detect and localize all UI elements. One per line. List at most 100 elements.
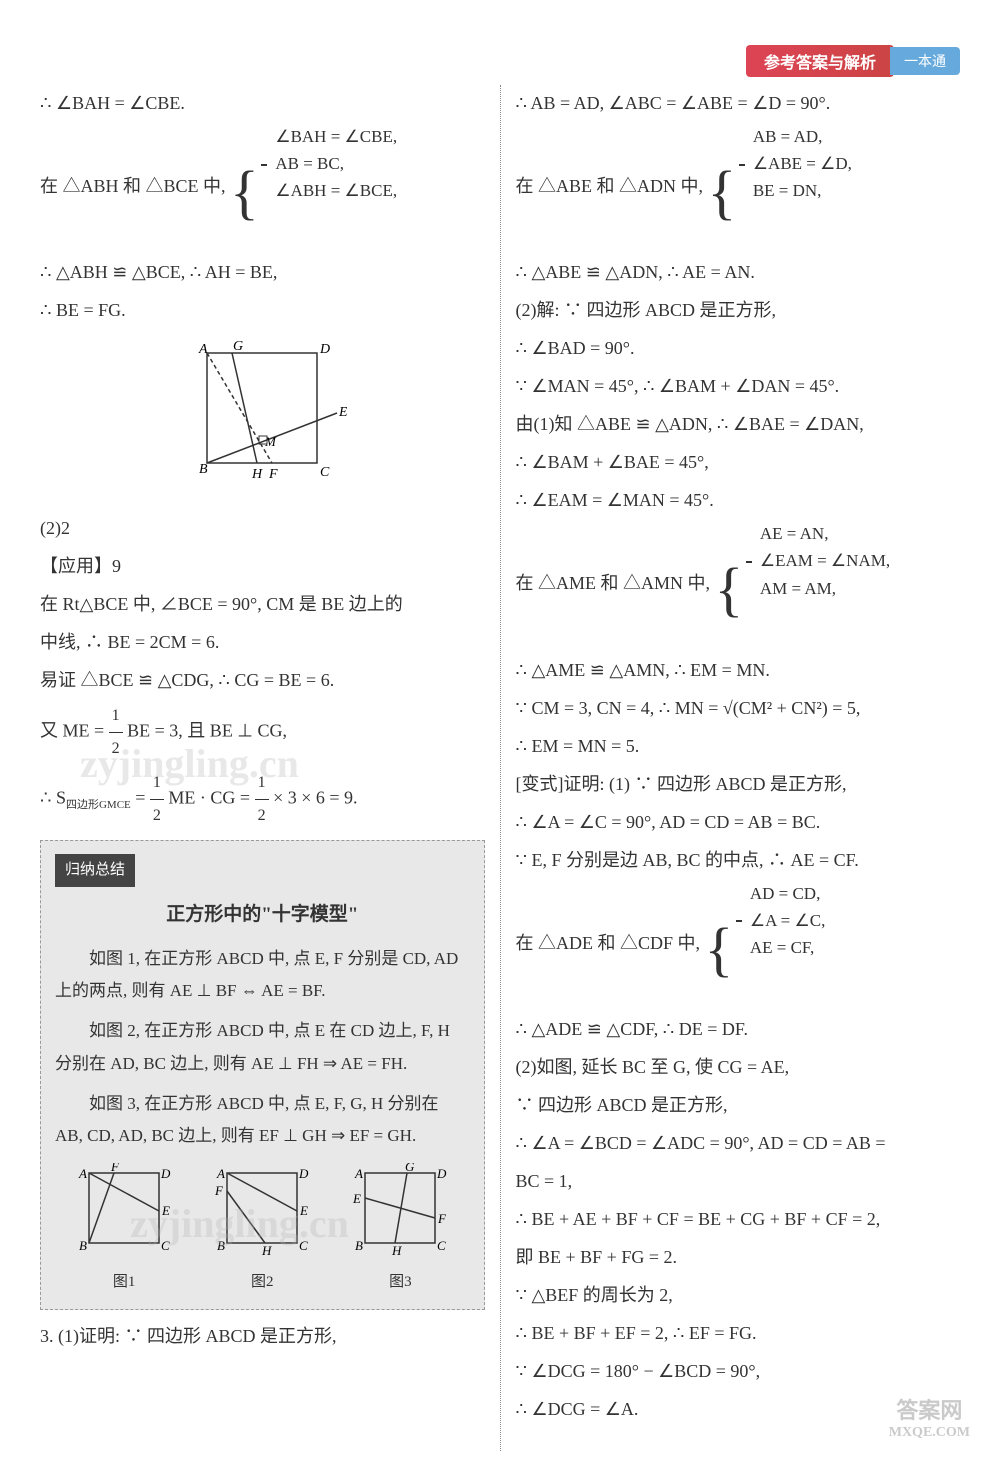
math-line: 中线, ∴ BE = 2CM = 6.: [40, 624, 485, 660]
summary-title: 正方形中的"十字模型": [55, 897, 470, 933]
brace-group: { AE = AN, ∠EAM = ∠NAM, AM = AM,: [715, 520, 891, 649]
summary-box: 归纳总结 正方形中的"十字模型" 如图 1, 在正方形 ABCD 中, 点 E,…: [40, 840, 485, 1309]
corner-line1: 答案网: [889, 1393, 970, 1425]
svg-text:B: B: [355, 1238, 363, 1253]
math-line: [变式]证明: (1) ∵ 四边形 ABCD 是正方形,: [516, 766, 961, 802]
math-line: 在 △ABE 和 △ADN 中, { AB = AD, ∠ABE = ∠D, B…: [516, 123, 961, 252]
math-line: ∴ △ABE ≌ △ADN, ∴ AE = AN.: [516, 254, 961, 290]
math-line: ∵ 四边形 ABCD 是正方形,: [516, 1087, 961, 1123]
brace-row: AD = CD,: [750, 880, 826, 907]
svg-text:C: C: [320, 465, 330, 480]
brace-group: { ∠BAH = ∠CBE, AB = BC, ∠ABH = ∠BCE,: [230, 123, 397, 252]
fig-label: 图3: [345, 1268, 455, 1297]
svg-text:G: G: [233, 339, 243, 354]
svg-text:C: C: [299, 1238, 308, 1253]
brace-row: ∠ABE = ∠D,: [753, 150, 852, 177]
svg-text:E: E: [299, 1203, 308, 1218]
brace-group: { AD = CD, ∠A = ∠C, AE = CF,: [705, 880, 826, 1009]
math-line: 3. (1)证明: ∵ 四边形 ABCD 是正方形,: [40, 1318, 485, 1354]
fraction: 12: [150, 767, 164, 832]
svg-text:B: B: [217, 1238, 225, 1253]
fig-label: 图1: [69, 1268, 179, 1297]
math-line: ∴ BE + AE + BF + CF = BE + CG + BF + CF …: [516, 1201, 961, 1237]
math-line: ∵ CM = 3, CN = 4, ∴ MN = √(CM² + CN²) = …: [516, 690, 961, 726]
svg-text:C: C: [161, 1238, 170, 1253]
summary-tag: 归纳总结: [55, 854, 135, 887]
text: 在 △ABH 和 △BCE 中,: [40, 176, 226, 196]
svg-text:D: D: [160, 1166, 171, 1181]
svg-text:A: A: [78, 1166, 87, 1181]
math-line: 易证 △BCE ≌ △CDG, ∴ CG = BE = 6.: [40, 662, 485, 698]
math-line: ∴ ∠A = ∠C = 90°, AD = CD = AB = BC.: [516, 804, 961, 840]
brace-row: ∠A = ∠C,: [750, 907, 826, 934]
svg-text:H: H: [391, 1243, 402, 1258]
corner-badge: 答案网 MXQE.COM: [889, 1393, 970, 1441]
math-line: 【应用】9: [40, 548, 485, 584]
math-line: 在 △ABH 和 △BCE 中, { ∠BAH = ∠CBE, AB = BC,…: [40, 123, 485, 252]
text: 在 △ADE 和 △CDF 中,: [516, 932, 701, 952]
svg-text:D: D: [298, 1166, 309, 1181]
text: 在 △ABE 和 △ADN 中,: [516, 176, 704, 196]
math-line: ∴ ∠EAM = ∠MAN = 45°.: [516, 482, 961, 518]
fig-item-3: A G D E F B H C 图3: [345, 1163, 455, 1297]
math-line: (2)解: ∵ 四边形 ABCD 是正方形,: [516, 292, 961, 328]
math-line: 在 △AME 和 △AMN 中, { AE = AN, ∠EAM = ∠NAM,…: [516, 520, 961, 649]
text: ∴ S: [40, 788, 66, 808]
math-line: 又 ME = 12 BE = 3, 且 BE ⊥ CG,: [40, 700, 485, 765]
svg-text:D: D: [319, 342, 330, 357]
brace-row: BE = DN,: [753, 177, 852, 204]
left-column: ∴ ∠BAH = ∠CBE. 在 △ABH 和 △BCE 中, { ∠BAH =…: [25, 85, 501, 1451]
svg-text:A: A: [354, 1166, 363, 1181]
svg-text:D: D: [436, 1166, 447, 1181]
svg-text:H: H: [261, 1243, 272, 1258]
math-line: ∴ BE = FG.: [40, 292, 485, 328]
math-line: (2)如图, 延长 BC 至 G, 使 CG = AE,: [516, 1049, 961, 1085]
fig-item-1: A F D E B C 图1: [69, 1163, 179, 1297]
fraction: 12: [255, 767, 269, 832]
math-line: ∵ E, F 分别是边 AB, BC 的中点, ∴ AE = CF.: [516, 842, 961, 878]
math-line: 由(1)知 △ABE ≌ △ADN, ∴ ∠BAE = ∠DAN,: [516, 406, 961, 442]
brace-row: ∠BAH = ∠CBE,: [275, 123, 397, 150]
svg-text:E: E: [161, 1203, 170, 1218]
math-line: ∵ △BEF 的周长为 2,: [516, 1277, 961, 1313]
svg-text:B: B: [199, 462, 208, 477]
math-line: ∴ △ABH ≌ △BCE, ∴ AH = BE,: [40, 254, 485, 290]
text: ME · CG =: [168, 788, 254, 808]
math-line: ∴ ∠BAH = ∠CBE.: [40, 85, 485, 121]
svg-text:G: G: [405, 1163, 415, 1174]
text: × 3 × 6 = 9.: [273, 788, 357, 808]
text: 又 ME =: [40, 721, 109, 741]
summary-para: 如图 2, 在正方形 ABCD 中, 点 E 在 CD 边上, F, H 分别在…: [55, 1015, 470, 1080]
math-line: ∴ △ADE ≌ △CDF, ∴ DE = DF.: [516, 1011, 961, 1047]
brace-row: ∠EAM = ∠NAM,: [760, 547, 890, 574]
brace-row: AB = BC,: [275, 150, 397, 177]
corner-line2: MXQE.COM: [889, 1425, 970, 1441]
math-line: ∵ ∠DCG = 180° − ∠BCD = 90°,: [516, 1353, 961, 1389]
three-figures: A F D E B C 图1 A D F E B: [55, 1163, 470, 1297]
brace-row: AM = AM,: [760, 575, 890, 602]
fraction: 12: [109, 700, 123, 765]
svg-text:E: E: [352, 1191, 361, 1206]
brace-row: AB = AD,: [753, 123, 852, 150]
math-line: (2)2: [40, 510, 485, 546]
math-line: ∵ ∠MAN = 45°, ∴ ∠BAM + ∠DAN = 45°.: [516, 368, 961, 404]
svg-text:F: F: [110, 1163, 120, 1174]
svg-text:A: A: [198, 342, 208, 357]
svg-text:H: H: [251, 467, 263, 482]
math-line: 在 △ADE 和 △CDF 中, { AD = CD, ∠A = ∠C, AE …: [516, 880, 961, 1009]
svg-text:F: F: [268, 467, 278, 482]
math-line: ∴ EM = MN = 5.: [516, 728, 961, 764]
summary-para: 如图 1, 在正方形 ABCD 中, 点 E, F 分别是 CD, AD 上的两…: [55, 943, 470, 1008]
fig-label: 图2: [207, 1268, 317, 1297]
math-line: 即 BE + BF + FG = 2.: [516, 1239, 961, 1275]
svg-text:C: C: [437, 1238, 446, 1253]
right-column: ∴ AB = AD, ∠ABC = ∠ABE = ∠D = 90°. 在 △AB…: [501, 85, 976, 1451]
svg-text:F: F: [437, 1211, 447, 1226]
page-header: 参考答案与解析 一本通: [746, 45, 960, 77]
svg-text:A: A: [216, 1166, 225, 1181]
page-content: ∴ ∠BAH = ∠CBE. 在 △ABH 和 △BCE 中, { ∠BAH =…: [25, 85, 975, 1451]
math-line: ∴ ∠BAD = 90°.: [516, 330, 961, 366]
math-line: ∴ △AME ≌ △AMN, ∴ EM = MN.: [516, 652, 961, 688]
svg-text:E: E: [338, 405, 347, 420]
svg-text:F: F: [214, 1183, 224, 1198]
